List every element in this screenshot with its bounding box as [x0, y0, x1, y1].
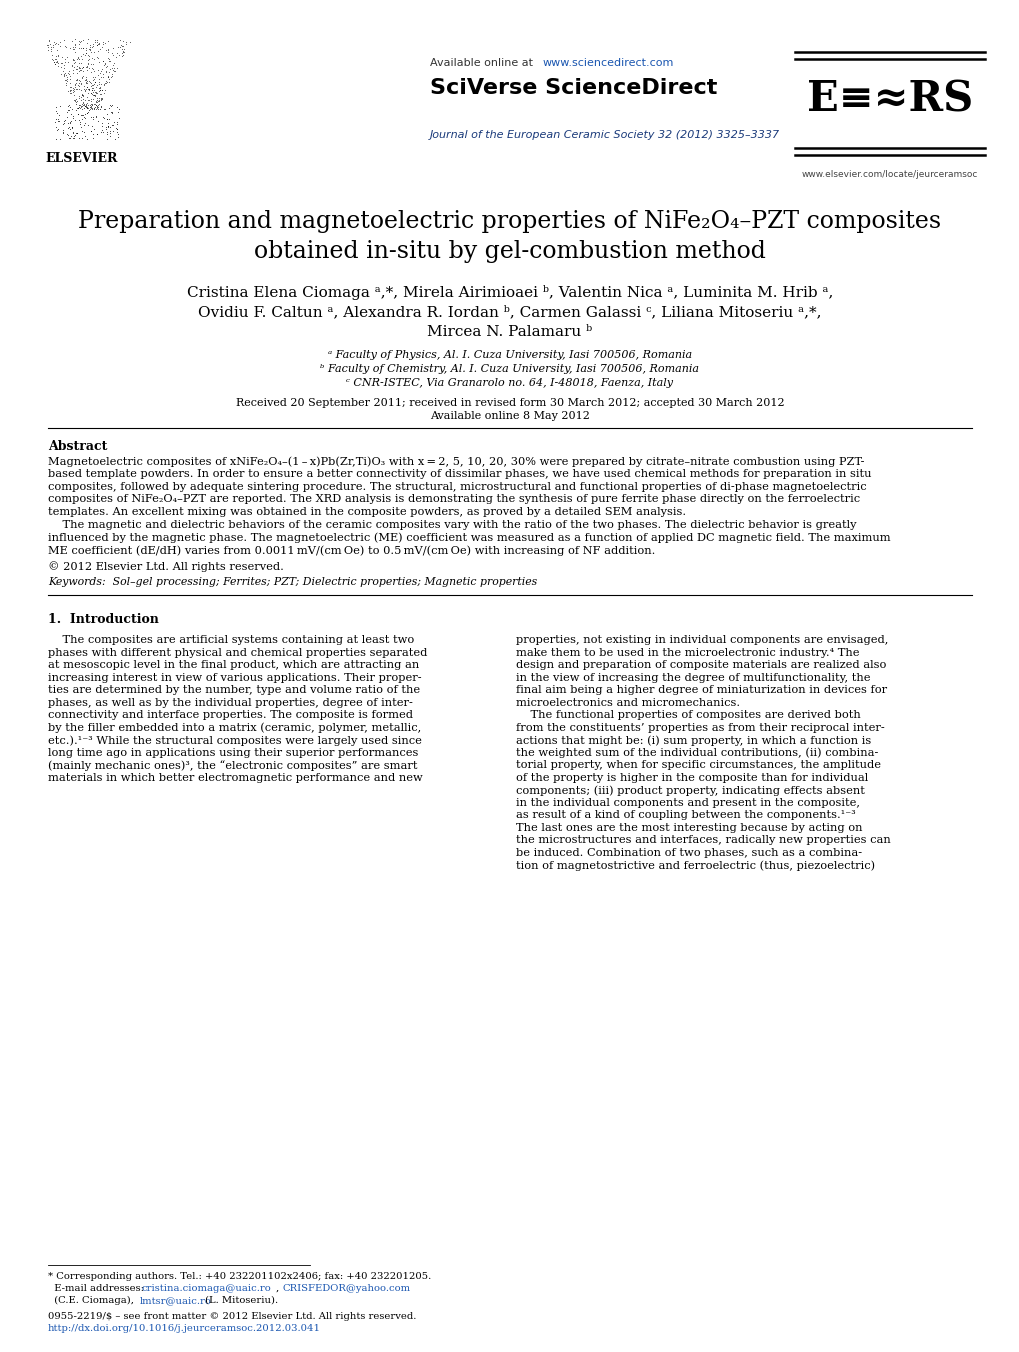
- Text: Journal of the European Ceramic Society 32 (2012) 3325–3337: Journal of the European Ceramic Society …: [430, 130, 780, 141]
- Text: http://dx.doi.org/10.1016/j.jeurceramsoc.2012.03.041: http://dx.doi.org/10.1016/j.jeurceramsoc…: [48, 1324, 321, 1333]
- Text: be induced. Combination of two phases, such as a combina-: be induced. Combination of two phases, s…: [516, 848, 861, 859]
- Text: long time ago in applications using their superior performances: long time ago in applications using thei…: [48, 748, 418, 758]
- Text: from the constituents’ properties as from their reciprocal inter-: from the constituents’ properties as fro…: [516, 723, 883, 733]
- Text: ME coefficient (dE/dH) varies from 0.0011 mV/(cm Oe) to 0.5 mV/(cm Oe) with incr: ME coefficient (dE/dH) varies from 0.001…: [48, 546, 655, 556]
- Text: 1.  Introduction: 1. Introduction: [48, 614, 159, 626]
- Text: 🌳: 🌳: [70, 72, 94, 110]
- Text: ᶜ CNR-ISTEC, Via Granarolo no. 64, I-48018, Faenza, Italy: ᶜ CNR-ISTEC, Via Granarolo no. 64, I-480…: [346, 379, 673, 388]
- Text: make them to be used in the microelectronic industry.⁴ The: make them to be used in the microelectro…: [516, 648, 859, 658]
- Text: components; (iii) product property, indicating effects absent: components; (iii) product property, indi…: [516, 786, 864, 796]
- Text: of the property is higher in the composite than for individual: of the property is higher in the composi…: [516, 773, 867, 783]
- Text: (L. Mitoseriu).: (L. Mitoseriu).: [202, 1297, 278, 1305]
- Text: Mircea N. Palamaru ᵇ: Mircea N. Palamaru ᵇ: [427, 324, 592, 339]
- Text: The functional properties of composites are derived both: The functional properties of composites …: [516, 710, 860, 721]
- Text: The composites are artificial systems containing at least two: The composites are artificial systems co…: [48, 635, 414, 645]
- Text: design and preparation of composite materials are realized also: design and preparation of composite mate…: [516, 660, 886, 671]
- Text: CRISFEDOR@yahoo.com: CRISFEDOR@yahoo.com: [282, 1284, 411, 1293]
- Text: phases with different physical and chemical properties separated: phases with different physical and chemi…: [48, 648, 427, 658]
- Text: increasing interest in view of various applications. Their proper-: increasing interest in view of various a…: [48, 673, 421, 683]
- Text: www.elsevier.com/locate/jeurceramsoc: www.elsevier.com/locate/jeurceramsoc: [801, 170, 977, 178]
- Text: microelectronics and micromechanics.: microelectronics and micromechanics.: [516, 698, 740, 708]
- Text: properties, not existing in individual components are envisaged,: properties, not existing in individual c…: [516, 635, 888, 645]
- Text: the microstructures and interfaces, radically new properties can: the microstructures and interfaces, radi…: [516, 836, 890, 845]
- Text: ties are determined by the number, type and volume ratio of the: ties are determined by the number, type …: [48, 685, 420, 695]
- Text: torial property, when for specific circumstances, the amplitude: torial property, when for specific circu…: [516, 760, 880, 771]
- Text: * Corresponding authors. Tel.: +40 232201102x2406; fax: +40 232201205.: * Corresponding authors. Tel.: +40 23220…: [48, 1272, 431, 1280]
- Text: composites of NiFe₂O₄–PZT are reported. The XRD analysis is demonstrating the sy: composites of NiFe₂O₄–PZT are reported. …: [48, 495, 859, 504]
- Text: ELSEVIER: ELSEVIER: [46, 151, 118, 165]
- Text: composites, followed by adequate sintering procedure. The structural, microstruc: composites, followed by adequate sinteri…: [48, 481, 866, 492]
- Text: The magnetic and dielectric behaviors of the ceramic composites vary with the ra: The magnetic and dielectric behaviors of…: [48, 521, 856, 530]
- Text: templates. An excellent mixing was obtained in the composite powders, as proved : templates. An excellent mixing was obtai…: [48, 507, 686, 518]
- Text: final aim being a higher degree of miniaturization in devices for: final aim being a higher degree of minia…: [516, 685, 887, 695]
- Text: based template powders. In order to ensure a better connectivity of dissimilar p: based template powders. In order to ensu…: [48, 469, 870, 479]
- Text: ,: ,: [276, 1284, 282, 1293]
- Text: tion of magnetostrictive and ferroelectric (thus, piezoelectric): tion of magnetostrictive and ferroelectr…: [516, 860, 874, 871]
- Text: www.sciencedirect.com: www.sciencedirect.com: [542, 58, 674, 68]
- Text: Ovidiu F. Caltun ᵃ, Alexandra R. Iordan ᵇ, Carmen Galassi ᶜ, Liliana Mitoseriu ᵃ: Ovidiu F. Caltun ᵃ, Alexandra R. Iordan …: [198, 306, 821, 319]
- Text: 0955-2219/$ – see front matter © 2012 Elsevier Ltd. All rights reserved.: 0955-2219/$ – see front matter © 2012 El…: [48, 1311, 416, 1321]
- Text: connectivity and interface properties. The composite is formed: connectivity and interface properties. T…: [48, 710, 413, 721]
- Text: ᵇ Faculty of Chemistry, Al. I. Cuza University, Iasi 700506, Romania: ᵇ Faculty of Chemistry, Al. I. Cuza Univ…: [320, 364, 699, 375]
- Text: The last ones are the most interesting because by acting on: The last ones are the most interesting b…: [516, 823, 862, 833]
- Text: © 2012 Elsevier Ltd. All rights reserved.: © 2012 Elsevier Ltd. All rights reserved…: [48, 561, 283, 572]
- Text: ᵃ Faculty of Physics, Al. I. Cuza University, Iasi 700506, Romania: ᵃ Faculty of Physics, Al. I. Cuza Univer…: [328, 350, 691, 360]
- Text: influenced by the magnetic phase. The magnetoelectric (ME) coefficient was measu: influenced by the magnetic phase. The ma…: [48, 533, 890, 544]
- Text: lmtsr@uaic.ro: lmtsr@uaic.ro: [140, 1297, 212, 1305]
- Text: E-mail addresses:: E-mail addresses:: [48, 1284, 147, 1293]
- Text: Received 20 September 2011; received in revised form 30 March 2012; accepted 30 : Received 20 September 2011; received in …: [235, 397, 784, 408]
- Text: the weighted sum of the individual contributions, (ii) combina-: the weighted sum of the individual contr…: [516, 748, 877, 758]
- Text: E≡≈RS: E≡≈RS: [806, 78, 972, 120]
- Text: at mesoscopic level in the final product, which are attracting an: at mesoscopic level in the final product…: [48, 660, 419, 671]
- Text: Cristina Elena Ciomaga ᵃ,*, Mirela Airimioaei ᵇ, Valentin Nica ᵃ, Luminita M. Hr: Cristina Elena Ciomaga ᵃ,*, Mirela Airim…: [186, 285, 833, 300]
- Text: Available online 8 May 2012: Available online 8 May 2012: [430, 411, 589, 420]
- Text: materials in which better electromagnetic performance and new: materials in which better electromagneti…: [48, 773, 422, 783]
- Text: (C.E. Ciomaga),: (C.E. Ciomaga),: [48, 1297, 137, 1305]
- Text: etc.).¹⁻³ While the structural composites were largely used since: etc.).¹⁻³ While the structural composite…: [48, 735, 422, 746]
- Text: actions that might be: (i) sum property, in which a function is: actions that might be: (i) sum property,…: [516, 735, 870, 746]
- Text: in the individual components and present in the composite,: in the individual components and present…: [516, 798, 859, 808]
- Text: in the view of increasing the degree of multifunctionality, the: in the view of increasing the degree of …: [516, 673, 869, 683]
- Text: as result of a kind of coupling between the components.¹⁻³: as result of a kind of coupling between …: [516, 810, 855, 821]
- Text: phases, as well as by the individual properties, degree of inter-: phases, as well as by the individual pro…: [48, 698, 413, 708]
- Text: (mainly mechanic ones)³, the “electronic composites” are smart: (mainly mechanic ones)³, the “electronic…: [48, 760, 417, 771]
- Text: Magnetoelectric composites of xNiFe₂O₄–(1 – x)Pb(Zr,Ti)O₃ with x = 2, 5, 10, 20,: Magnetoelectric composites of xNiFe₂O₄–(…: [48, 456, 864, 466]
- Text: obtained in-situ by gel-combustion method: obtained in-situ by gel-combustion metho…: [254, 241, 765, 264]
- Text: Preparation and magnetoelectric properties of NiFe₂O₄–PZT composites: Preparation and magnetoelectric properti…: [78, 210, 941, 233]
- Text: by the filler embedded into a matrix (ceramic, polymer, metallic,: by the filler embedded into a matrix (ce…: [48, 723, 421, 734]
- Text: SciVerse ScienceDirect: SciVerse ScienceDirect: [430, 78, 716, 97]
- Text: cristina.ciomaga@uaic.ro: cristina.ciomaga@uaic.ro: [142, 1284, 271, 1293]
- Text: Keywords:  Sol–gel processing; Ferrites; PZT; Dielectric properties; Magnetic pr: Keywords: Sol–gel processing; Ferrites; …: [48, 577, 537, 587]
- Text: Available online at: Available online at: [430, 58, 536, 68]
- Text: Abstract: Abstract: [48, 439, 107, 453]
